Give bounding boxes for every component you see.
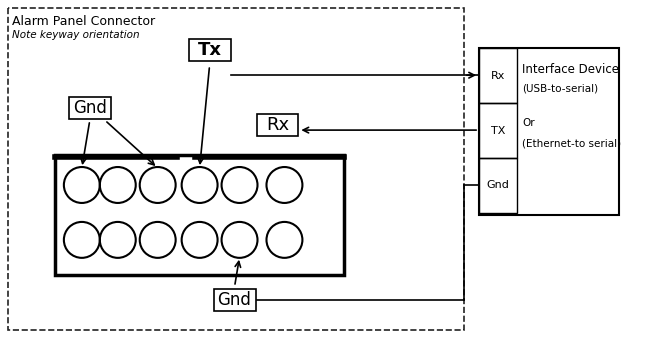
- Text: (Ethernet-to serial): (Ethernet-to serial): [522, 138, 621, 148]
- Text: Or: Or: [522, 118, 535, 128]
- Text: Rx: Rx: [266, 116, 289, 134]
- Polygon shape: [257, 114, 299, 136]
- Text: TX: TX: [491, 126, 505, 136]
- Text: (USB-to-serial): (USB-to-serial): [522, 83, 598, 93]
- Polygon shape: [189, 39, 231, 61]
- Text: Rx: Rx: [491, 71, 505, 81]
- Polygon shape: [69, 97, 111, 119]
- Polygon shape: [214, 289, 255, 311]
- Text: Note keyway orientation: Note keyway orientation: [12, 30, 139, 40]
- Text: Gnd: Gnd: [218, 291, 251, 309]
- Text: Alarm Panel Connector: Alarm Panel Connector: [12, 15, 155, 28]
- Text: Tx: Tx: [198, 41, 222, 59]
- Text: Interface Device: Interface Device: [522, 63, 619, 76]
- Text: Gnd: Gnd: [487, 181, 509, 191]
- Text: Gnd: Gnd: [73, 99, 107, 117]
